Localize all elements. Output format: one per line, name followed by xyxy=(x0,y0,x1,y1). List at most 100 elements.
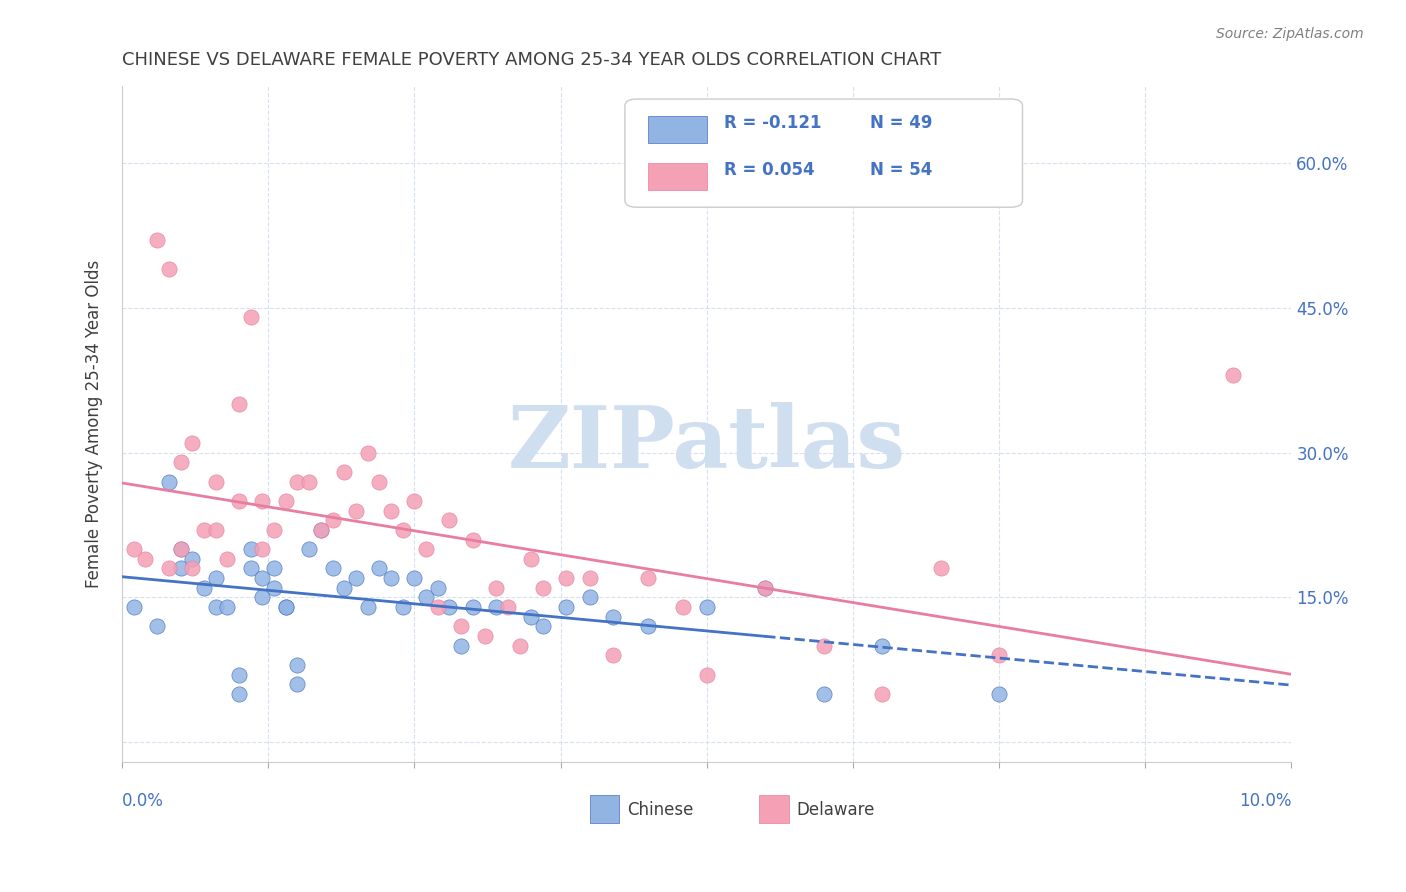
Point xyxy=(169,542,191,557)
FancyBboxPatch shape xyxy=(624,99,1022,207)
Point xyxy=(122,542,145,557)
Point xyxy=(474,629,496,643)
Point xyxy=(813,687,835,701)
Text: 10.0%: 10.0% xyxy=(1239,791,1292,810)
Point xyxy=(252,591,274,605)
Point xyxy=(204,600,226,615)
Point xyxy=(239,542,262,557)
Point xyxy=(555,571,578,585)
Point xyxy=(870,687,893,701)
Y-axis label: Female Poverty Among 25-34 Year Olds: Female Poverty Among 25-34 Year Olds xyxy=(86,260,103,588)
Point xyxy=(637,619,659,633)
Point xyxy=(263,523,285,537)
Bar xyxy=(648,116,707,143)
Point xyxy=(813,639,835,653)
Point xyxy=(157,475,180,489)
Point xyxy=(274,600,297,615)
Point xyxy=(287,475,309,489)
Point xyxy=(356,445,378,459)
Point xyxy=(204,571,226,585)
Point xyxy=(356,600,378,615)
Point xyxy=(520,551,543,566)
Point xyxy=(252,571,274,585)
Point xyxy=(531,581,554,595)
Text: R = 0.054: R = 0.054 xyxy=(724,161,815,179)
Text: 0.0%: 0.0% xyxy=(122,791,165,810)
Point xyxy=(169,542,191,557)
Point xyxy=(696,667,718,681)
Point xyxy=(193,523,215,537)
Point xyxy=(391,600,413,615)
Point xyxy=(415,591,437,605)
Point xyxy=(672,600,695,615)
Point xyxy=(146,619,169,633)
Point xyxy=(988,687,1011,701)
Point xyxy=(239,310,262,325)
Point xyxy=(146,233,169,247)
Point xyxy=(929,561,952,575)
Point xyxy=(217,600,239,615)
Point xyxy=(228,397,250,411)
Bar xyxy=(759,796,789,822)
Point xyxy=(274,494,297,508)
Point xyxy=(461,600,484,615)
Point xyxy=(578,571,600,585)
Point xyxy=(169,455,191,469)
Point xyxy=(181,551,204,566)
Point xyxy=(485,581,508,595)
Point xyxy=(531,619,554,633)
Point xyxy=(228,667,250,681)
Text: R = -0.121: R = -0.121 xyxy=(724,114,821,132)
Point xyxy=(496,600,519,615)
Point xyxy=(391,523,413,537)
Point xyxy=(426,581,449,595)
Point xyxy=(228,494,250,508)
Point xyxy=(204,475,226,489)
Point xyxy=(602,648,624,663)
Point xyxy=(368,561,391,575)
Point xyxy=(322,513,344,527)
Point xyxy=(287,658,309,673)
Point xyxy=(380,571,402,585)
Point xyxy=(344,503,367,517)
Point xyxy=(439,513,461,527)
Point xyxy=(193,581,215,595)
Text: Chinese: Chinese xyxy=(627,801,693,820)
Point xyxy=(344,571,367,585)
Text: N = 54: N = 54 xyxy=(870,161,932,179)
Bar xyxy=(648,163,707,190)
Point xyxy=(754,581,776,595)
Point xyxy=(228,687,250,701)
Point xyxy=(134,551,156,566)
Point xyxy=(578,591,600,605)
Point xyxy=(263,581,285,595)
Text: ZIPatlas: ZIPatlas xyxy=(508,402,905,486)
Point xyxy=(368,475,391,489)
Point xyxy=(555,600,578,615)
Point xyxy=(157,561,180,575)
Point xyxy=(439,600,461,615)
Point xyxy=(988,648,1011,663)
Point xyxy=(404,571,426,585)
Point xyxy=(181,436,204,450)
Point xyxy=(298,475,321,489)
Point xyxy=(450,619,472,633)
Point xyxy=(696,600,718,615)
Point xyxy=(450,639,472,653)
Point xyxy=(309,523,332,537)
Point xyxy=(204,523,226,537)
Point xyxy=(181,561,204,575)
Text: CHINESE VS DELAWARE FEMALE POVERTY AMONG 25-34 YEAR OLDS CORRELATION CHART: CHINESE VS DELAWARE FEMALE POVERTY AMONG… xyxy=(122,51,941,69)
Point xyxy=(380,503,402,517)
Point xyxy=(485,600,508,615)
Point xyxy=(122,600,145,615)
Point xyxy=(309,523,332,537)
Point xyxy=(287,677,309,691)
Point xyxy=(252,494,274,508)
Point xyxy=(870,639,893,653)
Point xyxy=(239,561,262,575)
Point xyxy=(520,609,543,624)
Point xyxy=(754,581,776,595)
Point xyxy=(461,533,484,547)
Point xyxy=(169,561,191,575)
